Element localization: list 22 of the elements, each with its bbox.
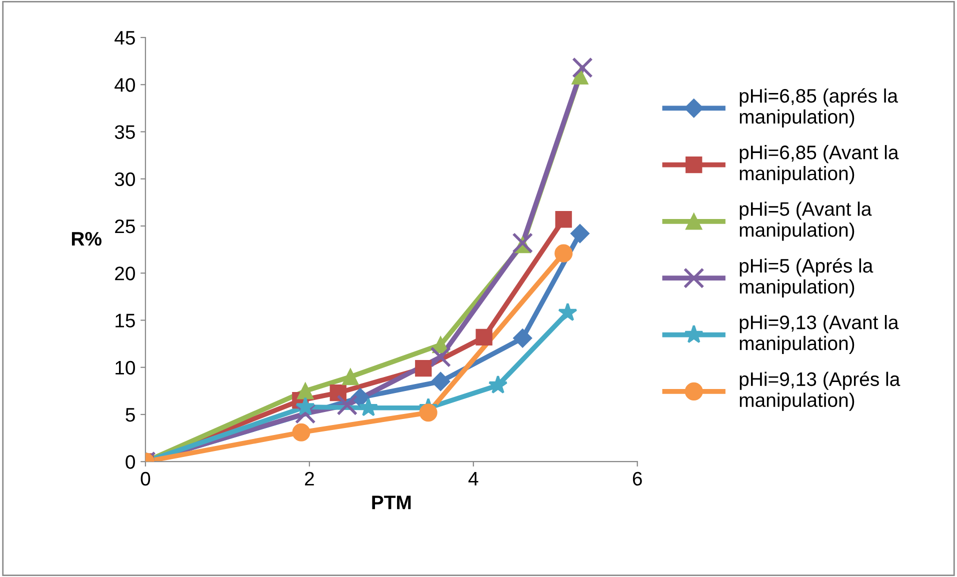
y-tick-label: 45 <box>114 31 135 45</box>
y-tick-label: 40 <box>114 78 135 92</box>
legend-label: pHi=9,13 (Avant la manipulation) <box>740 314 899 354</box>
legend-label: pHi=6,85 (aprés la manipulation) <box>740 88 898 128</box>
legend-label: pHi=5 (Avant la manipulation) <box>740 202 872 241</box>
x-tick-label: 2 <box>305 472 314 486</box>
legend-label: pHi=6,85 (Avant la manipulation) <box>740 145 899 184</box>
y-tick-label: 5 <box>126 408 135 422</box>
x-tick-label: 0 <box>140 472 150 486</box>
y-axis-title: R% <box>72 232 102 246</box>
y-tick-label: 25 <box>115 219 135 234</box>
y-tick-label: 15 <box>116 314 135 328</box>
y-tick-label: 10 <box>116 360 135 375</box>
y-tick-label: 30 <box>114 172 135 186</box>
x-axis-title: PTM <box>372 496 411 510</box>
x-tick-label: 4 <box>468 472 478 486</box>
legend-label: pHi=5 (Aprés la manipulation) <box>740 258 874 298</box>
x-tick-label: 6 <box>632 472 642 486</box>
y-tick-label: 0 <box>126 455 135 469</box>
y-tick-label: 20 <box>115 266 135 280</box>
y-tick-label: 35 <box>114 125 135 139</box>
legend-label: pHi=9,13 (Aprés la manipulation) <box>740 372 900 411</box>
